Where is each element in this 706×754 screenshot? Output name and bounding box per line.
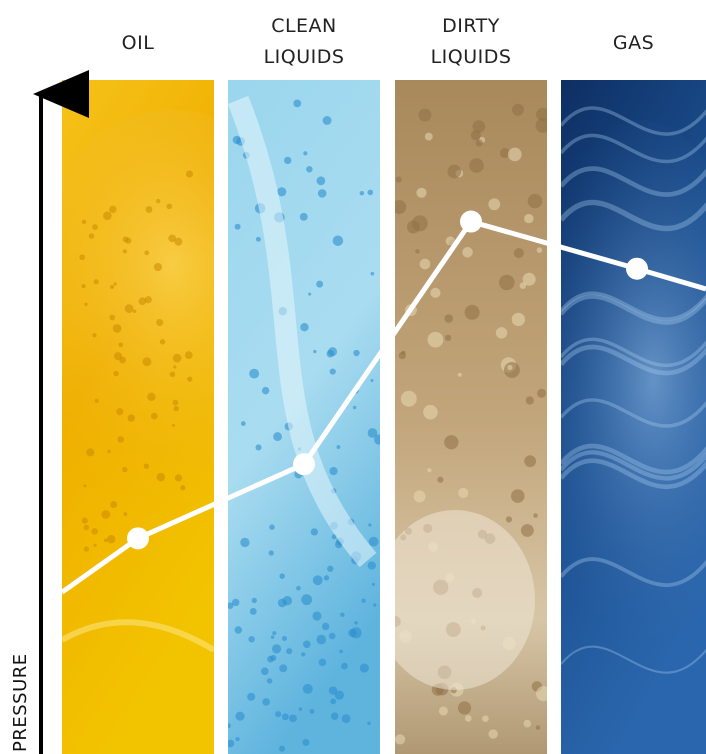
pressure-series bbox=[60, 210, 706, 595]
panel-dirty-liquids bbox=[395, 80, 547, 754]
category-label-gas: GAS bbox=[613, 32, 654, 54]
data-point-gas bbox=[626, 257, 648, 280]
panel-clean-liquids bbox=[228, 80, 380, 754]
panel-gas bbox=[561, 80, 706, 754]
data-point-oil bbox=[127, 527, 149, 550]
category-labels: OIL CLEAN LIQUIDS DIRTY LIQUIDS GAS bbox=[122, 15, 654, 68]
category-label-dirty-liquids: DIRTY LIQUIDS bbox=[431, 15, 512, 68]
panel-oil bbox=[62, 80, 214, 754]
y-axis-label: PRESSURE bbox=[10, 653, 31, 752]
series-line bbox=[60, 219, 706, 595]
category-label-oil: OIL bbox=[122, 32, 155, 54]
data-point-dirty-liquids bbox=[460, 210, 482, 233]
category-label-clean-liquids: CLEAN LIQUIDS bbox=[264, 15, 345, 68]
data-point-clean-liquids bbox=[293, 453, 315, 476]
category-panels bbox=[62, 80, 706, 754]
